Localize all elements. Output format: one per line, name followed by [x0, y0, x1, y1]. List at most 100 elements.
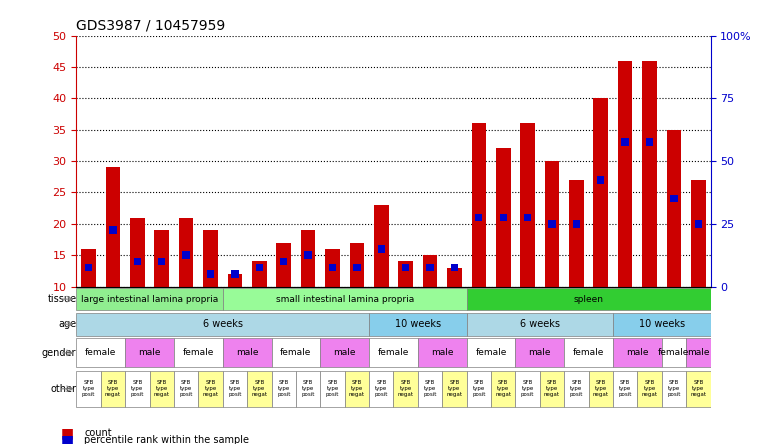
- Bar: [667, 130, 681, 349]
- Bar: [377, 245, 385, 253]
- Text: SFB
type
posit: SFB type posit: [325, 381, 339, 397]
- Text: 6 weeks: 6 weeks: [202, 319, 243, 329]
- Bar: [81, 249, 96, 349]
- FancyBboxPatch shape: [223, 371, 247, 407]
- FancyBboxPatch shape: [442, 371, 467, 407]
- Text: SFB
type
posit: SFB type posit: [131, 381, 144, 397]
- Text: count: count: [84, 428, 112, 438]
- Bar: [256, 264, 263, 271]
- Bar: [179, 218, 193, 349]
- Text: SFB
type
posit: SFB type posit: [570, 381, 583, 397]
- Text: SFB
type
posit: SFB type posit: [619, 381, 632, 397]
- Text: SFB
type
negat: SFB type negat: [202, 381, 219, 397]
- Bar: [325, 249, 340, 349]
- Bar: [524, 214, 531, 221]
- Bar: [520, 123, 535, 349]
- FancyBboxPatch shape: [76, 338, 125, 368]
- Text: female: female: [85, 349, 116, 357]
- FancyBboxPatch shape: [271, 338, 320, 368]
- FancyBboxPatch shape: [320, 338, 369, 368]
- Text: SFB
type
negat: SFB type negat: [349, 381, 365, 397]
- FancyBboxPatch shape: [467, 371, 491, 407]
- FancyBboxPatch shape: [247, 371, 271, 407]
- Text: 10 weeks: 10 weeks: [639, 319, 685, 329]
- Bar: [85, 264, 92, 271]
- Text: SFB
type
posit: SFB type posit: [374, 381, 388, 397]
- Bar: [280, 258, 287, 265]
- Bar: [500, 214, 507, 221]
- Bar: [426, 264, 434, 271]
- Bar: [691, 180, 706, 349]
- Text: SFB
type
negat: SFB type negat: [544, 381, 560, 397]
- Bar: [252, 262, 267, 349]
- Text: female: female: [183, 349, 214, 357]
- Bar: [573, 220, 580, 228]
- Bar: [183, 251, 189, 259]
- Text: large intestinal lamina propria: large intestinal lamina propria: [81, 295, 219, 304]
- Text: other: other: [50, 384, 76, 394]
- Bar: [569, 180, 584, 349]
- FancyBboxPatch shape: [564, 371, 588, 407]
- FancyBboxPatch shape: [686, 338, 711, 368]
- Bar: [618, 61, 633, 349]
- Text: 10 weeks: 10 weeks: [395, 319, 441, 329]
- FancyBboxPatch shape: [467, 313, 613, 336]
- Text: male: male: [333, 349, 356, 357]
- Bar: [471, 123, 486, 349]
- Text: female: female: [475, 349, 507, 357]
- FancyBboxPatch shape: [174, 371, 199, 407]
- Bar: [496, 148, 510, 349]
- Bar: [402, 264, 410, 271]
- FancyBboxPatch shape: [296, 371, 320, 407]
- Text: 6 weeks: 6 weeks: [520, 319, 560, 329]
- Text: SFB
type
posit: SFB type posit: [667, 381, 681, 397]
- Text: SFB
type
posit: SFB type posit: [82, 381, 96, 397]
- Text: ■: ■: [61, 433, 74, 444]
- Bar: [353, 264, 361, 271]
- FancyBboxPatch shape: [101, 371, 125, 407]
- Bar: [475, 214, 483, 221]
- Bar: [597, 176, 604, 184]
- FancyBboxPatch shape: [125, 338, 174, 368]
- FancyBboxPatch shape: [369, 313, 467, 336]
- Text: SFB
type
posit: SFB type posit: [423, 381, 437, 397]
- Bar: [329, 264, 336, 271]
- Text: SFB
type
negat: SFB type negat: [691, 381, 707, 397]
- FancyBboxPatch shape: [686, 371, 711, 407]
- FancyBboxPatch shape: [613, 371, 637, 407]
- Text: age: age: [58, 319, 76, 329]
- Text: SFB
type
posit: SFB type posit: [277, 381, 290, 397]
- FancyBboxPatch shape: [320, 371, 345, 407]
- FancyBboxPatch shape: [637, 371, 662, 407]
- Text: male: male: [626, 349, 649, 357]
- FancyBboxPatch shape: [345, 371, 369, 407]
- Text: GDS3987 / 10457959: GDS3987 / 10457959: [76, 19, 225, 33]
- FancyBboxPatch shape: [491, 371, 516, 407]
- Text: small intestinal lamina propria: small intestinal lamina propria: [276, 295, 414, 304]
- Text: male: male: [687, 349, 710, 357]
- FancyBboxPatch shape: [564, 338, 613, 368]
- Bar: [203, 230, 218, 349]
- FancyBboxPatch shape: [271, 371, 296, 407]
- Text: SFB
type
negat: SFB type negat: [642, 381, 658, 397]
- Bar: [231, 270, 238, 278]
- FancyBboxPatch shape: [588, 371, 613, 407]
- Text: SFB
type
negat: SFB type negat: [251, 381, 267, 397]
- Bar: [670, 195, 678, 202]
- FancyBboxPatch shape: [662, 371, 686, 407]
- Text: female: female: [573, 349, 604, 357]
- FancyBboxPatch shape: [613, 338, 662, 368]
- Text: SFB
type
posit: SFB type posit: [472, 381, 485, 397]
- Bar: [646, 139, 653, 146]
- FancyBboxPatch shape: [393, 371, 418, 407]
- Text: tissue: tissue: [47, 294, 76, 304]
- Bar: [350, 242, 364, 349]
- Bar: [545, 161, 559, 349]
- Bar: [109, 226, 117, 234]
- Bar: [549, 220, 555, 228]
- Text: SFB
type
negat: SFB type negat: [154, 381, 170, 397]
- Bar: [158, 258, 166, 265]
- FancyBboxPatch shape: [467, 288, 711, 310]
- FancyBboxPatch shape: [76, 288, 223, 310]
- Bar: [134, 258, 141, 265]
